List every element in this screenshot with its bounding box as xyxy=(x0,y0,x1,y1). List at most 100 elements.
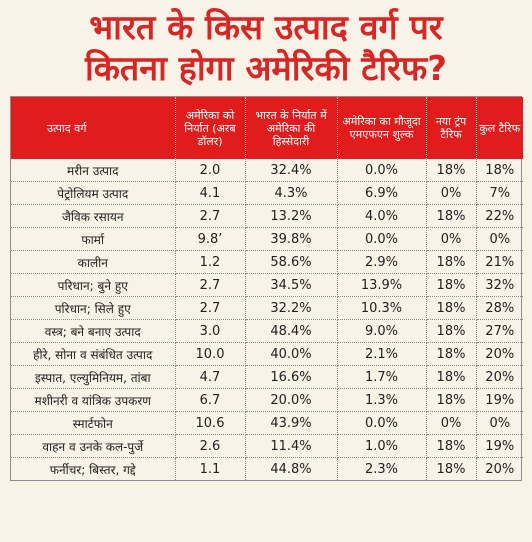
new-tariff-cell: 0% xyxy=(426,181,477,205)
product-category-cell: परिधान; बुने हुए xyxy=(11,273,176,297)
new-tariff-cell: 18% xyxy=(426,273,477,297)
total-tariff-cell: 22% xyxy=(476,204,523,228)
total-tariff-cell: 32% xyxy=(476,273,523,297)
us-share-cell: 32.4% xyxy=(245,159,338,182)
us-share-cell: 20.0% xyxy=(245,388,338,412)
us-share-cell: 13.2% xyxy=(245,204,338,228)
total-tariff-cell: 18% xyxy=(476,159,523,182)
new-tariff-cell: 18% xyxy=(426,204,477,228)
mfn-duty-cell: 1.0% xyxy=(337,434,427,458)
mfn-duty-cell: 9.0% xyxy=(337,319,427,343)
exports-cell: 2.7 xyxy=(175,273,246,297)
table-row: परिधान; बुने हुए 2.7 34.5% 13.9% 18% 32% xyxy=(11,273,523,297)
column-header-product-category: उत्पाद वर्ग xyxy=(11,97,176,159)
mfn-duty-cell: 0.0% xyxy=(337,411,427,435)
headline-line-1: भारत के किस उत्पाद वर्ग पर xyxy=(89,8,443,48)
mfn-duty-cell: 10.3% xyxy=(337,296,427,320)
product-category-cell: मरीन उत्पाद xyxy=(11,159,176,182)
total-tariff-cell: 19% xyxy=(476,434,523,458)
mfn-duty-cell: 6.9% xyxy=(337,181,427,205)
table-row: कालीन 1.2 58.6% 2.9% 18% 21% xyxy=(11,250,523,274)
tariff-table: उत्पाद वर्ग अमेरिका को निर्यात (अरब डॉलर… xyxy=(11,97,523,480)
table-row: फर्नीचर; बिस्तर, गद्दे 1.1 44.8% 2.3% 18% 20% xyxy=(11,457,523,480)
product-category-cell: परिधान; सिले हुए xyxy=(11,296,176,320)
exports-cell: 3.0 xyxy=(175,319,246,343)
product-category-cell: स्मार्टफोन xyxy=(11,411,176,435)
us-share-cell: 58.6% xyxy=(245,250,338,274)
total-tariff-cell: 19% xyxy=(476,388,523,412)
total-tariff-cell: 0% xyxy=(476,411,523,435)
exports-cell: 10.6 xyxy=(175,411,246,435)
exports-cell: 1.1 xyxy=(175,457,246,480)
mfn-duty-cell: 4.0% xyxy=(337,204,427,228)
us-share-cell: 43.9% xyxy=(245,411,338,435)
total-tariff-cell: 28% xyxy=(476,296,523,320)
table-row: पेट्रोलियम उत्पाद 4.1 4.3% 6.9% 0% 7% xyxy=(11,181,523,205)
new-tariff-cell: 18% xyxy=(426,319,477,343)
product-category-cell: फर्नीचर; बिस्तर, गद्दे xyxy=(11,457,176,480)
product-category-cell: जैविक रसायन xyxy=(11,204,176,228)
exports-cell: 2.7 xyxy=(175,296,246,320)
table-row: जैविक रसायन 2.7 13.2% 4.0% 18% 22% xyxy=(11,204,523,228)
total-tariff-cell: 27% xyxy=(476,319,523,343)
exports-cell: 4.1 xyxy=(175,181,246,205)
table-row: परिधान; सिले हुए 2.7 32.2% 10.3% 18% 28% xyxy=(11,296,523,320)
product-category-cell: फार्मा xyxy=(11,227,176,251)
table-row: फार्मा 9.8’ 39.8% 0.0% 0% 0% xyxy=(11,227,523,251)
total-tariff-cell: 21% xyxy=(476,250,523,274)
mfn-duty-cell: 0.0% xyxy=(337,227,427,251)
exports-cell: 2.6 xyxy=(175,434,246,458)
new-tariff-cell: 18% xyxy=(426,388,477,412)
total-tariff-cell: 0% xyxy=(476,227,523,251)
mfn-duty-cell: 1.7% xyxy=(337,365,427,389)
column-header-new-trump-tariff: नया ट्रंप टैरिफ xyxy=(426,97,477,159)
mfn-duty-cell: 0.0% xyxy=(337,159,427,182)
new-tariff-cell: 18% xyxy=(426,457,477,480)
product-category-cell: कालीन xyxy=(11,250,176,274)
mfn-duty-cell: 13.9% xyxy=(337,273,427,297)
total-tariff-cell: 20% xyxy=(485,461,515,477)
total-tariff-cell: 20% xyxy=(476,365,523,389)
product-category-cell: पेट्रोलियम उत्पाद xyxy=(11,181,176,205)
table-row: वाहन व उनके कल-पुर्जे 2.6 11.4% 1.0% 18% 19% xyxy=(11,434,523,458)
tariff-table-container: उत्पाद वर्ग अमेरिका को निर्यात (अरब डॉलर… xyxy=(10,96,523,481)
new-tariff-cell: 0% xyxy=(426,227,477,251)
exports-cell: 2.0 xyxy=(175,159,246,182)
mfn-duty-cell: 2.1% xyxy=(337,342,427,366)
exports-cell: 6.7 xyxy=(175,388,246,412)
us-share-cell: 48.4% xyxy=(245,319,338,343)
us-share-cell: 44.8% xyxy=(245,457,338,480)
table-row: मरीन उत्पाद 2.0 32.4% 0.0% 18% 18% xyxy=(11,159,523,182)
new-tariff-cell: 18% xyxy=(426,365,477,389)
total-tariff-cell: 7% xyxy=(476,181,523,205)
mfn-duty-cell: 2.9% xyxy=(337,250,427,274)
mfn-duty-cell: 1.3% xyxy=(337,388,427,412)
exports-cell: 1.2 xyxy=(175,250,246,274)
table-body: मरीन उत्पाद 2.0 32.4% 0.0% 18% 18% पेट्रोलियम … xyxy=(11,159,523,480)
headline-line-2: कितना होगा अमेरिकी टैरिफ? xyxy=(84,49,447,89)
total-tariff-cell: 20% xyxy=(476,342,523,366)
new-tariff-cell: 18% xyxy=(426,342,477,366)
product-category-cell: मशीनरी व यांत्रिक उपकरण xyxy=(11,388,176,412)
column-header-exports-to-us: अमेरिका को निर्यात (अरब डॉलर) xyxy=(175,97,246,159)
us-share-cell: 16.6% xyxy=(245,365,338,389)
new-tariff-cell: 18% xyxy=(426,296,477,320)
table-header-row: उत्पाद वर्ग अमेरिका को निर्यात (अरब डॉलर… xyxy=(11,97,523,159)
exports-cell: 9.8’ xyxy=(175,227,246,251)
column-header-us-share: भारत के निर्यात में अमेरिका की हिस्सेदार… xyxy=(245,97,338,159)
product-category-cell: वाहन व उनके कल-पुर्जे xyxy=(11,434,176,458)
us-share-cell: 40.0% xyxy=(245,342,338,366)
exports-cell: 10.0 xyxy=(175,342,246,366)
table-row: इस्पात, एल्युमिनियम, तांबा 4.7 16.6% 1.7% 18… xyxy=(11,365,523,389)
headline: भारत के किस उत्पाद वर्ग पर कितना होगा अम… xyxy=(10,8,522,90)
exports-cell: 4.7 xyxy=(175,365,246,389)
new-tariff-cell: 0% xyxy=(426,411,477,435)
product-category-cell: इस्पात, एल्युमिनियम, तांबा xyxy=(11,365,176,389)
us-share-cell: 4.3% xyxy=(245,181,338,205)
table-row: वस्त्र; बने बनाए उत्पाद 3.0 48.4% 9.0% 18% 27… xyxy=(11,319,523,343)
us-share-cell: 39.8% xyxy=(245,227,338,251)
new-tariff-cell: 18% xyxy=(426,159,477,182)
new-tariff-cell: 18% xyxy=(426,434,477,458)
new-tariff-cell: 18% xyxy=(426,250,477,274)
